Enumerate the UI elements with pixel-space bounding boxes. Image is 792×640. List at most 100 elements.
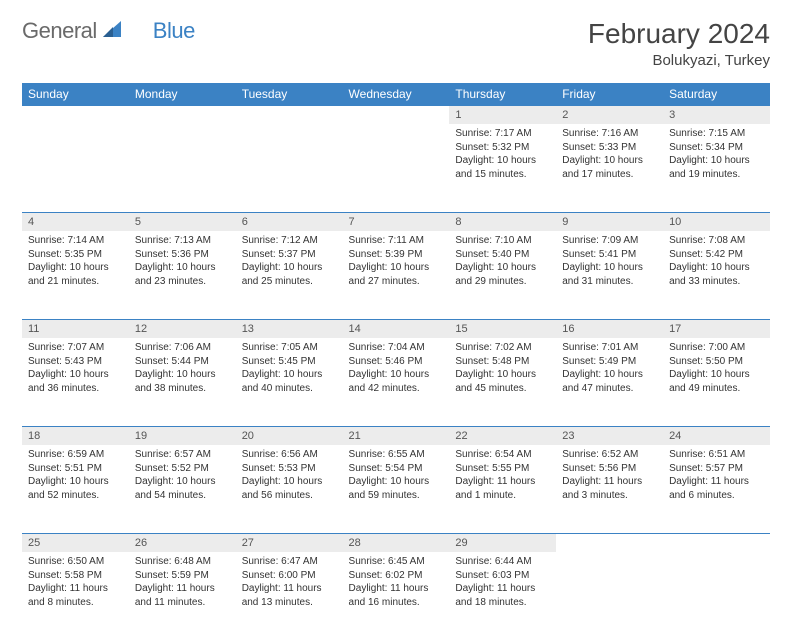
day-number: 5: [129, 212, 236, 231]
sunset-text: Sunset: 5:34 PM: [669, 141, 764, 155]
day-number: 12: [129, 319, 236, 338]
day-cell: Sunrise: 7:00 AMSunset: 5:50 PMDaylight:…: [663, 338, 770, 403]
day-cell: Sunrise: 6:57 AMSunset: 5:52 PMDaylight:…: [129, 445, 236, 510]
sunrise-text: Sunrise: 6:51 AM: [669, 448, 764, 462]
daylight-text: Daylight: 10 hours and 17 minutes.: [562, 154, 657, 181]
sunrise-text: Sunrise: 7:15 AM: [669, 127, 764, 141]
sunset-text: Sunset: 5:50 PM: [669, 355, 764, 369]
day-header: Monday: [129, 83, 236, 105]
sunrise-text: Sunrise: 6:50 AM: [28, 555, 123, 569]
daylight-text: Daylight: 10 hours and 21 minutes.: [28, 261, 123, 288]
sunrise-text: Sunrise: 7:05 AM: [242, 341, 337, 355]
day-header: Tuesday: [236, 83, 343, 105]
daylight-text: Daylight: 11 hours and 8 minutes.: [28, 582, 123, 609]
sunrise-text: Sunrise: 6:56 AM: [242, 448, 337, 462]
daylight-text: Daylight: 10 hours and 36 minutes.: [28, 368, 123, 395]
day-cell: Sunrise: 7:02 AMSunset: 5:48 PMDaylight:…: [449, 338, 556, 403]
sunrise-text: Sunrise: 7:08 AM: [669, 234, 764, 248]
day-header: Sunday: [22, 83, 129, 105]
day-cell: Sunrise: 6:51 AMSunset: 5:57 PMDaylight:…: [663, 445, 770, 510]
day-cell: Sunrise: 7:13 AMSunset: 5:36 PMDaylight:…: [129, 231, 236, 296]
day-header: Thursday: [449, 83, 556, 105]
sunrise-text: Sunrise: 7:01 AM: [562, 341, 657, 355]
daylight-text: Daylight: 10 hours and 49 minutes.: [669, 368, 764, 395]
week-number-row: 18192021222324: [22, 426, 770, 445]
day-number-blank: [236, 105, 343, 124]
sunrise-text: Sunrise: 7:12 AM: [242, 234, 337, 248]
sunset-text: Sunset: 5:53 PM: [242, 462, 337, 476]
day-number: 10: [663, 212, 770, 231]
daylight-text: Daylight: 11 hours and 6 minutes.: [669, 475, 764, 502]
page-header: General Blue February 2024 Bolukyazi, Tu…: [22, 18, 770, 69]
day-cell: Sunrise: 6:54 AMSunset: 5:55 PMDaylight:…: [449, 445, 556, 510]
daylight-text: Daylight: 11 hours and 3 minutes.: [562, 475, 657, 502]
sunrise-text: Sunrise: 7:17 AM: [455, 127, 550, 141]
day-number-blank: [22, 105, 129, 124]
logo-text-blue: Blue: [153, 18, 195, 44]
daylight-text: Daylight: 10 hours and 52 minutes.: [28, 475, 123, 502]
daylight-text: Daylight: 11 hours and 18 minutes.: [455, 582, 550, 609]
sunset-text: Sunset: 5:54 PM: [349, 462, 444, 476]
day-number: 24: [663, 426, 770, 445]
daylight-text: Daylight: 10 hours and 19 minutes.: [669, 154, 764, 181]
sunset-text: Sunset: 6:03 PM: [455, 569, 550, 583]
day-number-blank: [556, 533, 663, 552]
calendar-table: SundayMondayTuesdayWednesdayThursdayFrid…: [22, 83, 770, 640]
day-number-blank: [129, 105, 236, 124]
sunrise-text: Sunrise: 7:07 AM: [28, 341, 123, 355]
sunrise-text: Sunrise: 7:16 AM: [562, 127, 657, 141]
day-number: 6: [236, 212, 343, 231]
logo-text-general: General: [22, 18, 97, 44]
sunrise-text: Sunrise: 6:48 AM: [135, 555, 230, 569]
day-number-blank: [343, 105, 450, 124]
day-cell: Sunrise: 7:09 AMSunset: 5:41 PMDaylight:…: [556, 231, 663, 296]
day-cell: Sunrise: 7:10 AMSunset: 5:40 PMDaylight:…: [449, 231, 556, 296]
daylight-text: Daylight: 11 hours and 13 minutes.: [242, 582, 337, 609]
sunset-text: Sunset: 5:36 PM: [135, 248, 230, 262]
sunrise-text: Sunrise: 7:10 AM: [455, 234, 550, 248]
day-header: Wednesday: [343, 83, 450, 105]
month-title: February 2024: [588, 18, 770, 50]
day-cell: Sunrise: 7:16 AMSunset: 5:33 PMDaylight:…: [556, 124, 663, 189]
daylight-text: Daylight: 11 hours and 1 minute.: [455, 475, 550, 502]
daylight-text: Daylight: 10 hours and 54 minutes.: [135, 475, 230, 502]
sunset-text: Sunset: 5:52 PM: [135, 462, 230, 476]
sunrise-text: Sunrise: 6:57 AM: [135, 448, 230, 462]
day-number: 27: [236, 533, 343, 552]
sunset-text: Sunset: 5:55 PM: [455, 462, 550, 476]
daylight-text: Daylight: 10 hours and 40 minutes.: [242, 368, 337, 395]
daylight-text: Daylight: 10 hours and 45 minutes.: [455, 368, 550, 395]
sunset-text: Sunset: 5:51 PM: [28, 462, 123, 476]
sunset-text: Sunset: 5:37 PM: [242, 248, 337, 262]
day-number: 11: [22, 319, 129, 338]
week-number-row: 2526272829: [22, 533, 770, 552]
day-cell: Sunrise: 6:59 AMSunset: 5:51 PMDaylight:…: [22, 445, 129, 510]
day-cell: Sunrise: 7:05 AMSunset: 5:45 PMDaylight:…: [236, 338, 343, 403]
daylight-text: Daylight: 10 hours and 33 minutes.: [669, 261, 764, 288]
week-content-row: Sunrise: 7:14 AMSunset: 5:35 PMDaylight:…: [22, 231, 770, 319]
day-cell: Sunrise: 7:01 AMSunset: 5:49 PMDaylight:…: [556, 338, 663, 403]
daylight-text: Daylight: 10 hours and 38 minutes.: [135, 368, 230, 395]
daylight-text: Daylight: 10 hours and 59 minutes.: [349, 475, 444, 502]
calendar-body: 123Sunrise: 7:17 AMSunset: 5:32 PMDaylig…: [22, 105, 770, 640]
sunset-text: Sunset: 5:43 PM: [28, 355, 123, 369]
day-number: 2: [556, 105, 663, 124]
day-number: 15: [449, 319, 556, 338]
day-number: 14: [343, 319, 450, 338]
daylight-text: Daylight: 10 hours and 29 minutes.: [455, 261, 550, 288]
week-number-row: 123: [22, 105, 770, 124]
day-number: 20: [236, 426, 343, 445]
location-label: Bolukyazi, Turkey: [588, 52, 770, 69]
day-number: 16: [556, 319, 663, 338]
sunset-text: Sunset: 5:45 PM: [242, 355, 337, 369]
sunset-text: Sunset: 5:59 PM: [135, 569, 230, 583]
week-number-row: 45678910: [22, 212, 770, 231]
daylight-text: Daylight: 10 hours and 25 minutes.: [242, 261, 337, 288]
day-cell: Sunrise: 7:07 AMSunset: 5:43 PMDaylight:…: [22, 338, 129, 403]
sunset-text: Sunset: 6:02 PM: [349, 569, 444, 583]
day-cell: Sunrise: 6:45 AMSunset: 6:02 PMDaylight:…: [343, 552, 450, 617]
week-content-row: Sunrise: 6:59 AMSunset: 5:51 PMDaylight:…: [22, 445, 770, 533]
sunset-text: Sunset: 5:56 PM: [562, 462, 657, 476]
day-number: 17: [663, 319, 770, 338]
sunrise-text: Sunrise: 7:00 AM: [669, 341, 764, 355]
